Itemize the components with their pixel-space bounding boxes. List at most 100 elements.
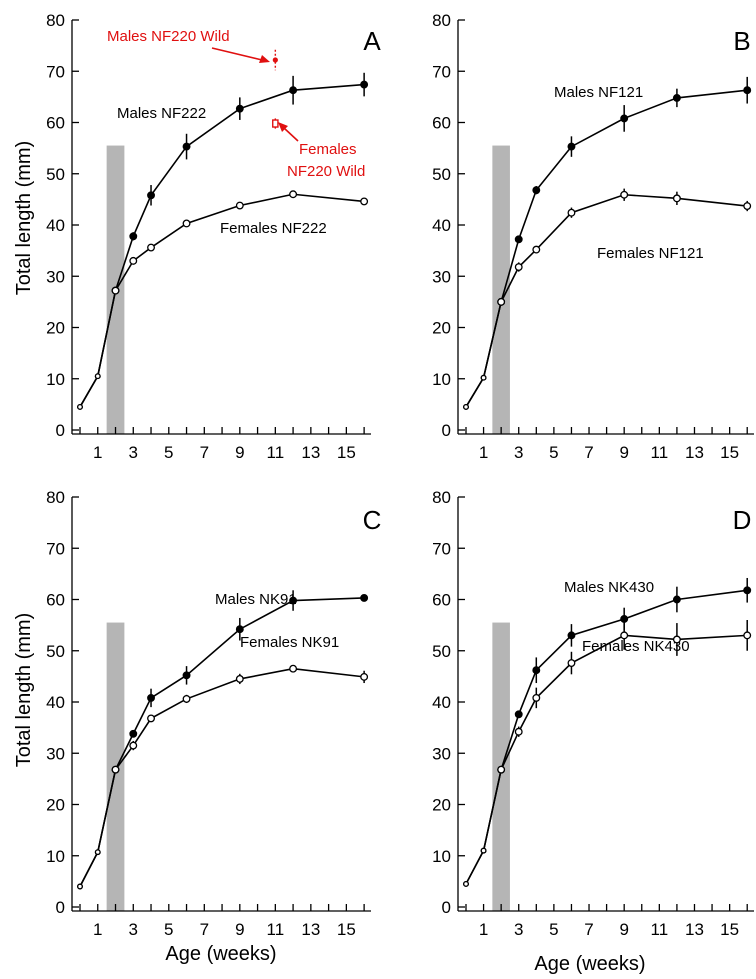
data-point	[463, 880, 469, 887]
data-point	[289, 86, 298, 95]
females-series-label: Females NK430	[582, 638, 690, 655]
data-point	[94, 373, 101, 380]
data-point	[182, 671, 191, 680]
y-tick-label: 0	[442, 421, 451, 440]
x-axis-label: Age (weeks)	[165, 943, 276, 965]
y-tick-label: 70	[432, 62, 451, 81]
wild-data-point	[272, 57, 278, 63]
data-point	[497, 765, 506, 774]
males-series-label: Males NF222	[117, 105, 206, 122]
panel-letter-c: C	[363, 505, 382, 535]
x-tick-label: 11	[267, 443, 285, 462]
wild-males-arrowhead-icon	[259, 55, 270, 63]
data-point	[672, 93, 681, 102]
y-tick-label: 10	[432, 847, 451, 866]
data-point	[77, 403, 83, 410]
x-tick-label: 9	[619, 920, 628, 939]
data-point	[620, 114, 629, 123]
y-tick-label: 80	[46, 11, 65, 30]
data-point	[360, 197, 369, 206]
data-point	[235, 674, 244, 683]
females-series-label: Females NK91	[240, 634, 339, 651]
data-point	[360, 672, 369, 681]
x-tick-label: 5	[549, 920, 558, 939]
data-point	[94, 849, 101, 856]
panel-d: Age (weeks) D Males NK430 Females NK430 …	[432, 488, 754, 975]
x-axis-label: Age (weeks)	[534, 953, 645, 975]
data-point	[567, 208, 576, 217]
data-point	[77, 883, 83, 890]
data-point	[743, 86, 752, 95]
y-tick-label: 10	[46, 847, 65, 866]
data-point	[147, 191, 155, 200]
x-tick-label: 9	[235, 920, 244, 939]
x-tick-label: 15	[337, 920, 356, 939]
y-tick-label: 70	[46, 62, 65, 81]
x-tick-label: 1	[93, 920, 102, 939]
data-point	[620, 631, 629, 640]
data-point	[289, 190, 298, 199]
data-point	[672, 595, 681, 604]
y-tick-label: 0	[56, 898, 65, 917]
wild-females-label-line1: Females	[299, 141, 357, 158]
y-axis-label: Total length (mm)	[13, 141, 35, 296]
x-tick-label: 13	[685, 443, 704, 462]
x-tick-label: 13	[301, 443, 320, 462]
x-tick-label: 11	[651, 443, 669, 462]
y-tick-label: 20	[46, 796, 65, 815]
panel-c: Total length (mm) Age (weeks) C Males NK…	[13, 488, 381, 965]
y-tick-label: 30	[432, 744, 451, 763]
data-point	[743, 586, 752, 595]
y-tick-label: 60	[432, 591, 451, 610]
data-point	[514, 263, 523, 271]
y-tick-label: 10	[46, 370, 65, 389]
males-series-label: Males NF121	[554, 84, 643, 101]
y-tick-label: 0	[56, 421, 65, 440]
data-point	[129, 232, 138, 241]
y-tick-label: 40	[46, 216, 65, 235]
data-point	[532, 186, 541, 195]
data-point	[235, 625, 244, 634]
y-tick-label: 20	[432, 319, 451, 338]
females-series-label: Females NF121	[597, 245, 704, 262]
data-point	[147, 693, 155, 702]
y-axis-label: Total length (mm)	[13, 613, 35, 768]
y-tick-label: 10	[432, 370, 451, 389]
data-point	[235, 104, 244, 113]
wild-males-arrow	[211, 47, 263, 61]
data-point	[532, 245, 541, 254]
y-tick-label: 50	[46, 165, 65, 184]
panel-a: Total length (mm) A Males NF222 Females …	[13, 11, 381, 462]
wild-females-arrow	[283, 127, 299, 142]
x-tick-label: 5	[549, 443, 558, 462]
data-point	[480, 374, 487, 381]
data-point	[514, 710, 523, 719]
x-tick-label: 15	[720, 920, 739, 939]
x-tick-label: 9	[235, 443, 244, 462]
males-series-label: Males NK91	[215, 591, 297, 608]
y-tick-label: 70	[46, 539, 65, 558]
x-tick-label: 3	[129, 920, 138, 939]
data-point	[620, 190, 629, 199]
y-tick-label: 50	[432, 642, 451, 661]
panel-letter-a: A	[363, 26, 381, 56]
x-tick-label: 5	[164, 920, 173, 939]
y-tick-label: 40	[46, 693, 65, 712]
y-tick-label: 0	[442, 898, 451, 917]
x-tick-label: 13	[685, 920, 704, 939]
x-tick-label: 13	[301, 920, 320, 939]
y-tick-label: 40	[432, 216, 451, 235]
x-tick-label: 3	[514, 443, 523, 462]
x-tick-label: 11	[651, 920, 669, 939]
data-point	[129, 256, 138, 265]
data-point	[532, 693, 541, 702]
wild-females-arrowhead-icon	[278, 122, 288, 132]
y-tick-label: 60	[46, 114, 65, 133]
y-tick-label: 70	[432, 539, 451, 558]
data-point	[235, 201, 244, 210]
data-point	[463, 403, 469, 410]
data-point	[289, 664, 298, 673]
y-tick-label: 30	[432, 267, 451, 286]
y-tick-label: 30	[46, 744, 65, 763]
data-point	[360, 594, 369, 602]
